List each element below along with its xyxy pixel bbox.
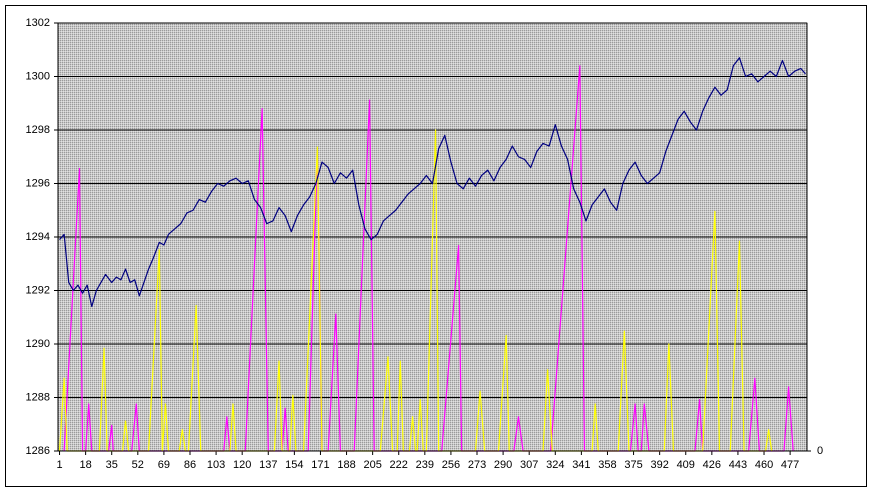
x-tick-label: 86 bbox=[184, 459, 196, 471]
x-tick-label: 69 bbox=[158, 459, 170, 471]
y-tick-label: 1298 bbox=[26, 124, 50, 136]
y-tick-label: 1292 bbox=[26, 284, 50, 296]
x-tick-label: 239 bbox=[416, 459, 434, 471]
y-tick-label: 1300 bbox=[26, 70, 50, 82]
x-tick-label: 392 bbox=[650, 459, 668, 471]
series-line bbox=[59, 57, 806, 308]
x-tick-label: 477 bbox=[781, 459, 799, 471]
x-tick-label: 426 bbox=[703, 459, 721, 471]
x-tick-label: 460 bbox=[755, 459, 773, 471]
x-tick-label: 205 bbox=[363, 459, 381, 471]
x-tick-label: 341 bbox=[572, 459, 590, 471]
x-tick-label: 18 bbox=[80, 459, 92, 471]
x-tick-label: 171 bbox=[311, 459, 329, 471]
x-tick-label: 256 bbox=[442, 459, 460, 471]
x-tick-label: 154 bbox=[285, 459, 303, 471]
y-tick-label: 1290 bbox=[26, 338, 50, 350]
x-tick-label: 35 bbox=[106, 459, 118, 471]
x-tick-label: 120 bbox=[233, 459, 251, 471]
y2-tick-label: 0 bbox=[817, 445, 823, 457]
x-tick-label: 290 bbox=[494, 459, 512, 471]
x-tick-label: 443 bbox=[729, 459, 747, 471]
y-tick-label: 1296 bbox=[26, 177, 50, 189]
x-tick-label: 358 bbox=[598, 459, 616, 471]
x-tick-label: 409 bbox=[677, 459, 695, 471]
x-tick-label: 273 bbox=[468, 459, 486, 471]
x-tick-label: 103 bbox=[207, 459, 225, 471]
y-tick-label: 1302 bbox=[26, 17, 50, 29]
x-tick-label: 307 bbox=[520, 459, 538, 471]
x-tick-label: 324 bbox=[546, 459, 564, 471]
y-tick-label: 1294 bbox=[26, 231, 50, 243]
x-tick-label: 222 bbox=[390, 459, 408, 471]
x-tick-label: 1 bbox=[56, 459, 62, 471]
x-tick-label: 52 bbox=[132, 459, 144, 471]
y-tick-label: 1286 bbox=[26, 445, 50, 457]
x-tick-label: 137 bbox=[259, 459, 277, 471]
y-tick-label: 1288 bbox=[26, 391, 50, 403]
series-line bbox=[58, 129, 773, 452]
x-tick-label: 188 bbox=[337, 459, 355, 471]
x-tick-label: 375 bbox=[624, 459, 642, 471]
